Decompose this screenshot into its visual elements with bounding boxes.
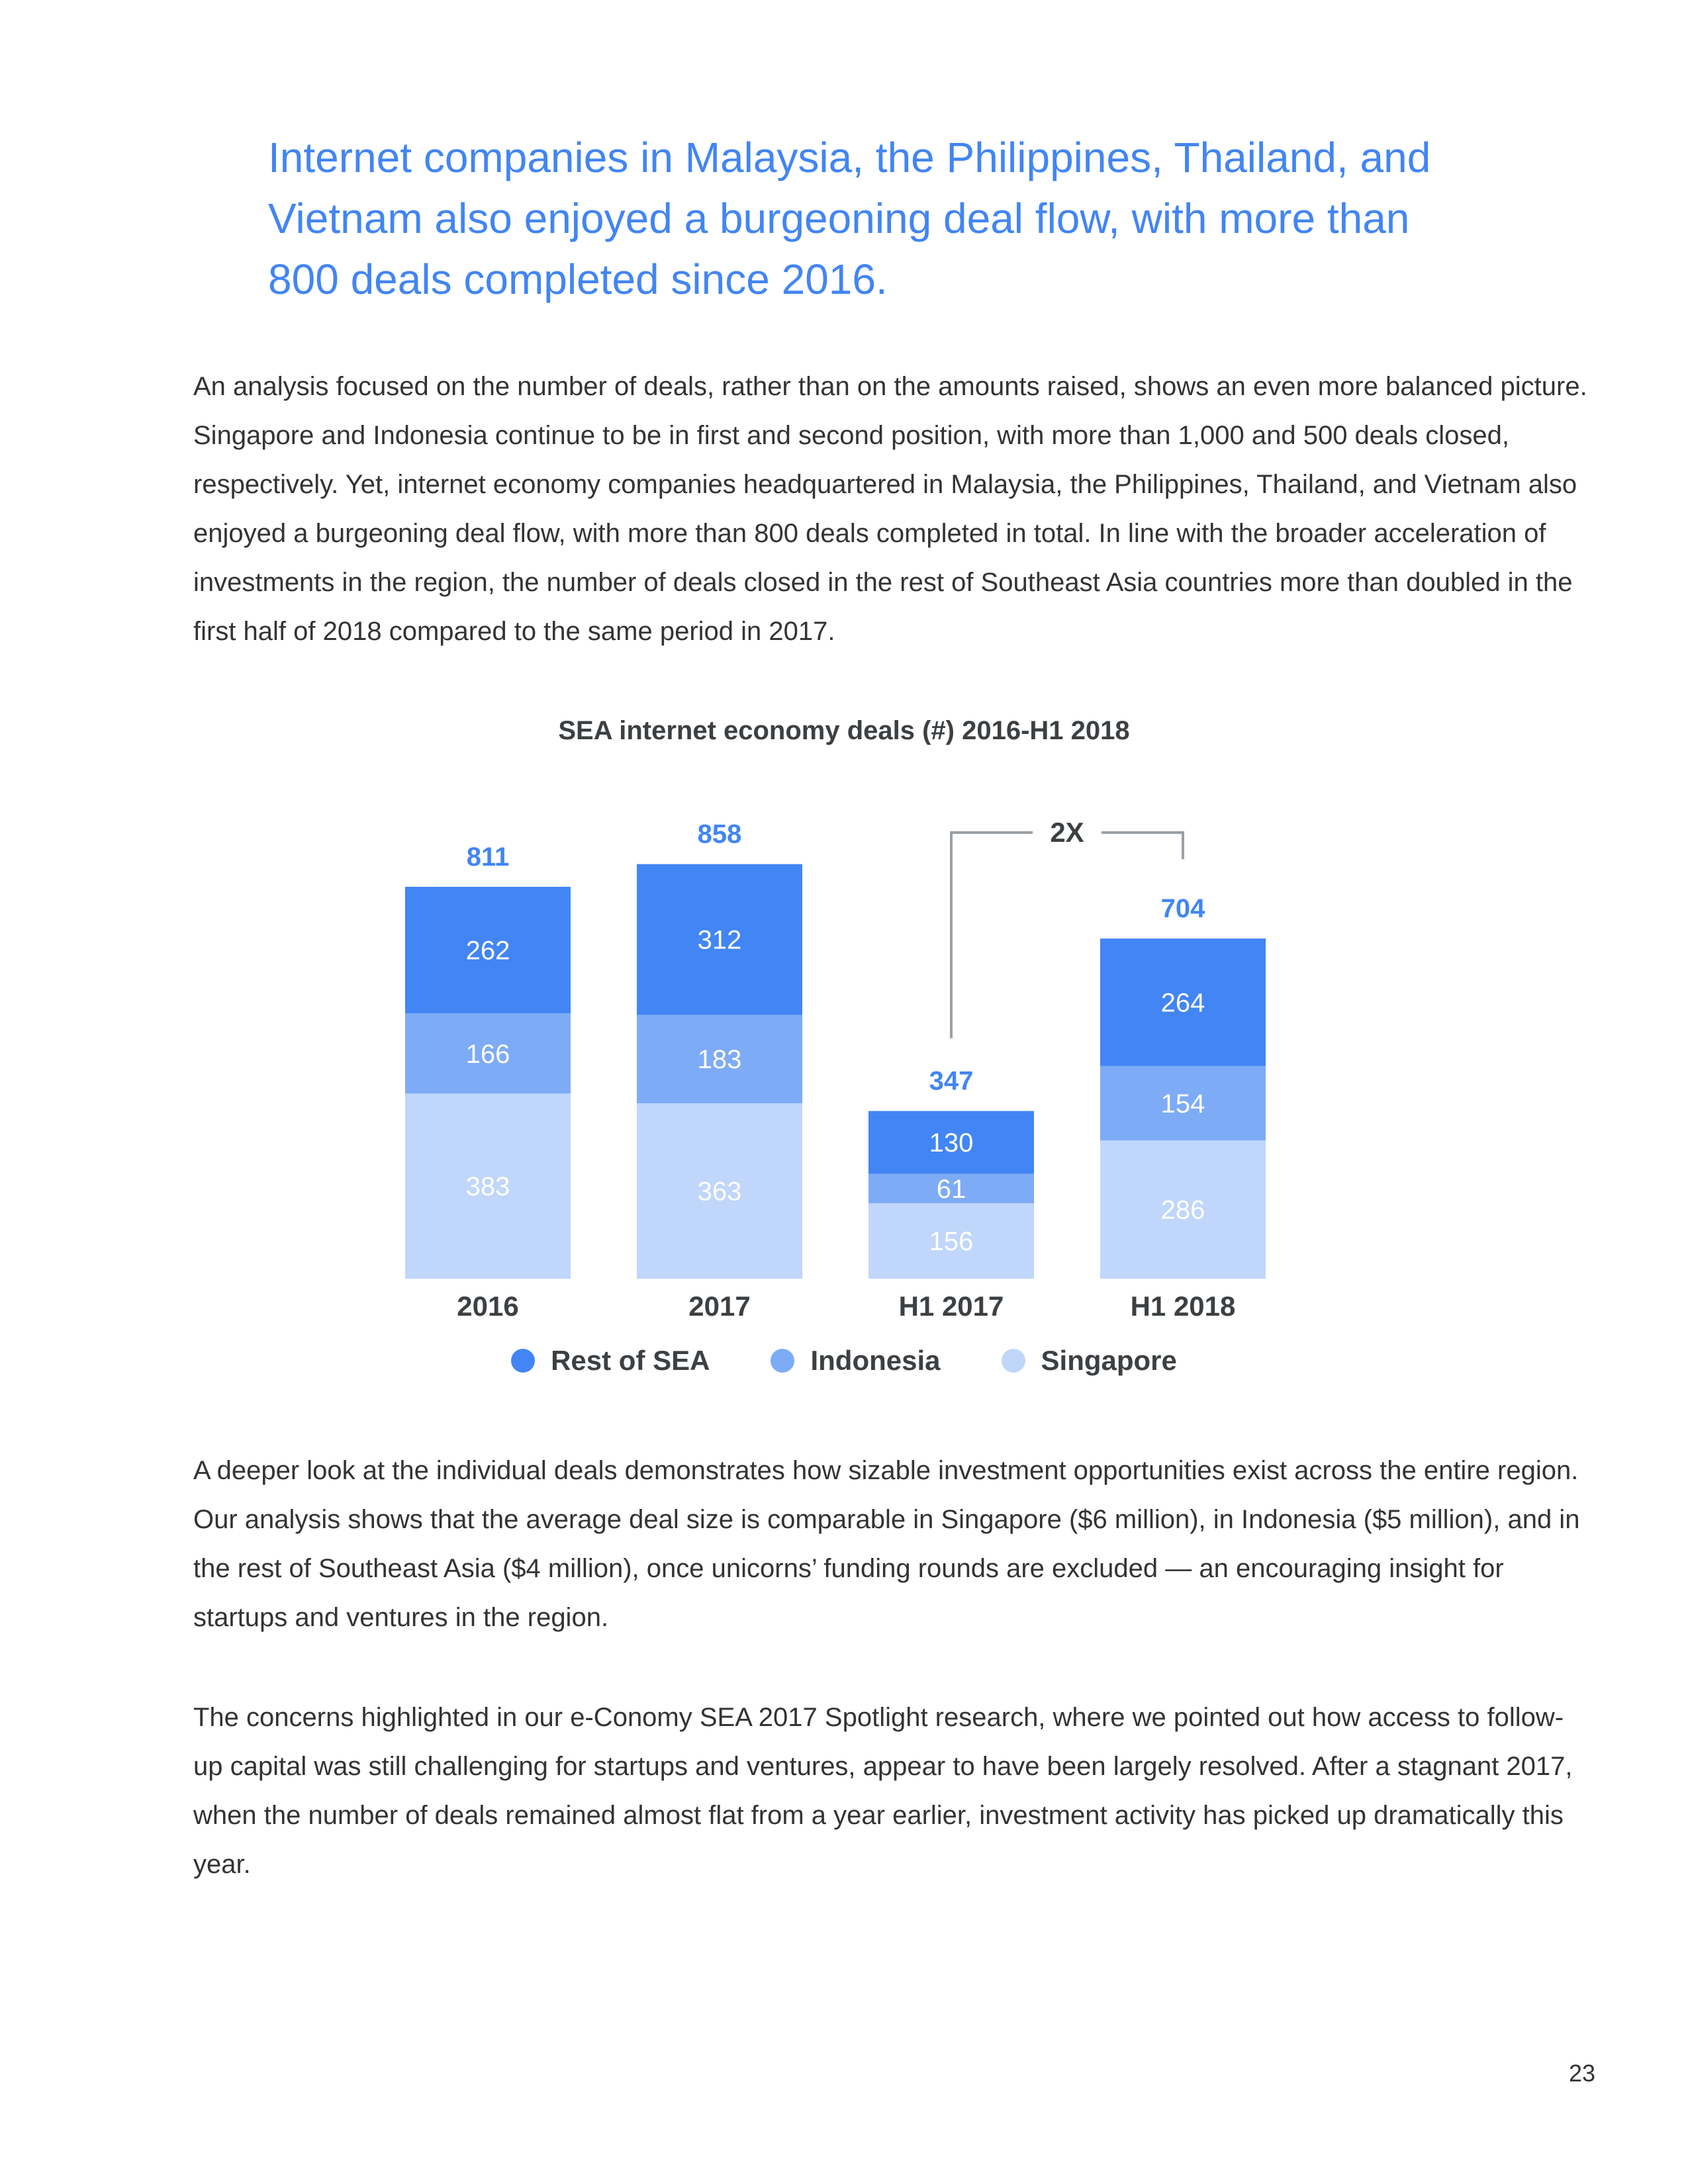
bar-segment-indonesia [868, 1173, 1034, 1204]
comparison-bracket-right [1102, 831, 1184, 860]
data-label-rest-of-sea: 262 [466, 936, 510, 966]
body-paragraph: A deeper look at the individual deals de… [193, 1456, 1580, 1632]
bar-segment-singapore [1100, 1140, 1266, 1279]
data-label-singapore: 286 [1161, 1196, 1205, 1225]
data-label-singapore: 363 [698, 1177, 742, 1206]
total-label: 704 [1161, 894, 1205, 923]
data-label-rest-of-sea: 264 [1161, 988, 1205, 1017]
data-label-rest-of-sea: 312 [698, 926, 742, 955]
bar-segment-rest-of-sea [637, 864, 802, 1015]
bar-segment-singapore [405, 1093, 571, 1279]
page-number: 23 [1568, 2060, 1595, 2087]
legend-swatch [771, 1349, 795, 1373]
legend-item-indonesia: Indonesia [771, 1345, 941, 1377]
data-label-indonesia: 166 [466, 1040, 510, 1069]
legend-swatch [1001, 1349, 1025, 1373]
legend-item-rest-of-sea: Rest of SEA [511, 1345, 710, 1377]
body-paragraph: An analysis focused on the number of dea… [193, 372, 1587, 646]
bar-segment-singapore [637, 1103, 802, 1279]
bar-segment-indonesia [1100, 1066, 1266, 1141]
bar-segment-singapore [868, 1203, 1034, 1279]
bar-segment-indonesia [405, 1013, 571, 1094]
bar-segment-rest-of-sea [405, 886, 571, 1014]
legend-item-singapore: Singapore [1001, 1345, 1177, 1377]
stacked-bar-chart: 383 166 262 811 2016 363 183 312 858 2017 156 61 130… [405, 817, 1266, 1322]
chart-legend: Rest of SEA Indonesia Singapore [0, 1345, 1688, 1377]
body-paragraph: The concerns highlighted in our e-Conomy… [193, 1703, 1573, 1879]
data-label-indonesia: 154 [1161, 1089, 1205, 1118]
bar-segment-rest-of-sea [868, 1111, 1034, 1174]
data-label-indonesia: 61 [937, 1175, 966, 1204]
comparison-annotation: 2X [1050, 817, 1084, 848]
category-label: H1 2017 [899, 1291, 1004, 1322]
data-label-rest-of-sea: 130 [929, 1128, 974, 1158]
total-label: 811 [467, 842, 510, 872]
legend-swatch [511, 1349, 536, 1373]
category-label: 2017 [688, 1291, 750, 1322]
pull-quote-headline: Internet companies in Malaysia, the Phil… [268, 134, 1431, 303]
chart-title: SEA internet economy deals (#) 2016-H1 2… [558, 716, 1130, 745]
total-label: 347 [929, 1067, 974, 1096]
category-label: 2016 [457, 1291, 518, 1322]
category-label: H1 2018 [1131, 1291, 1236, 1322]
legend-label: Rest of SEA [551, 1345, 710, 1376]
legend-label: Indonesia [810, 1345, 941, 1376]
data-label-indonesia: 183 [698, 1045, 742, 1074]
data-label-singapore: 156 [929, 1227, 974, 1256]
bar-segment-rest-of-sea [1100, 938, 1266, 1066]
legend-label: Singapore [1041, 1345, 1177, 1376]
total-label: 858 [698, 820, 742, 849]
comparison-bracket-left [950, 831, 1033, 1038]
bar-segment-indonesia [637, 1015, 802, 1104]
data-label-singapore: 383 [466, 1172, 510, 1201]
